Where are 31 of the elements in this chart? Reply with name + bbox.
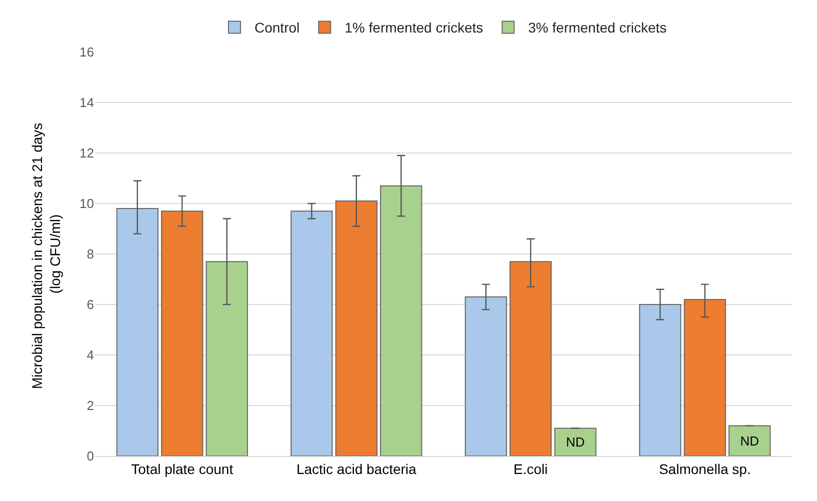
bar bbox=[380, 185, 422, 456]
y-tick-label: 4 bbox=[86, 348, 94, 363]
legend-label: 3% fermented crickets bbox=[528, 20, 667, 36]
bar bbox=[335, 200, 378, 456]
y-tick-label: 14 bbox=[80, 95, 94, 110]
bar bbox=[684, 298, 726, 456]
bar bbox=[554, 428, 596, 456]
bar bbox=[161, 210, 204, 456]
data-label: ND bbox=[740, 433, 759, 448]
y-tick-label: 2 bbox=[86, 398, 94, 414]
legend-label: Control bbox=[254, 20, 300, 36]
y-tick-label: 6 bbox=[86, 297, 94, 312]
x-tick-label: Lactic acid bacteria bbox=[296, 460, 417, 477]
legend-label: 1% fermented crickets bbox=[344, 20, 484, 36]
x-tick-label: E.coli bbox=[514, 460, 548, 477]
bar bbox=[206, 261, 248, 456]
y-tick-label: 10 bbox=[80, 196, 94, 212]
bar bbox=[290, 210, 333, 456]
x-tick-label: Total plate count bbox=[131, 460, 234, 477]
bar bbox=[510, 261, 552, 456]
bar bbox=[728, 425, 771, 456]
data-label: ND bbox=[566, 434, 585, 450]
x-tick-label: Salmonella sp. bbox=[658, 460, 751, 477]
y-tick-label: 12 bbox=[80, 146, 94, 161]
bar bbox=[639, 304, 682, 456]
bar bbox=[116, 208, 158, 456]
bar bbox=[464, 296, 507, 456]
y-axis-title: Microbial population in chickens at 21 days (log CFU/ml) bbox=[28, 118, 64, 390]
y-tick-label: 16 bbox=[80, 44, 94, 60]
y-tick-label: 8 bbox=[86, 246, 94, 262]
y-tick-label: 0 bbox=[86, 448, 94, 464]
